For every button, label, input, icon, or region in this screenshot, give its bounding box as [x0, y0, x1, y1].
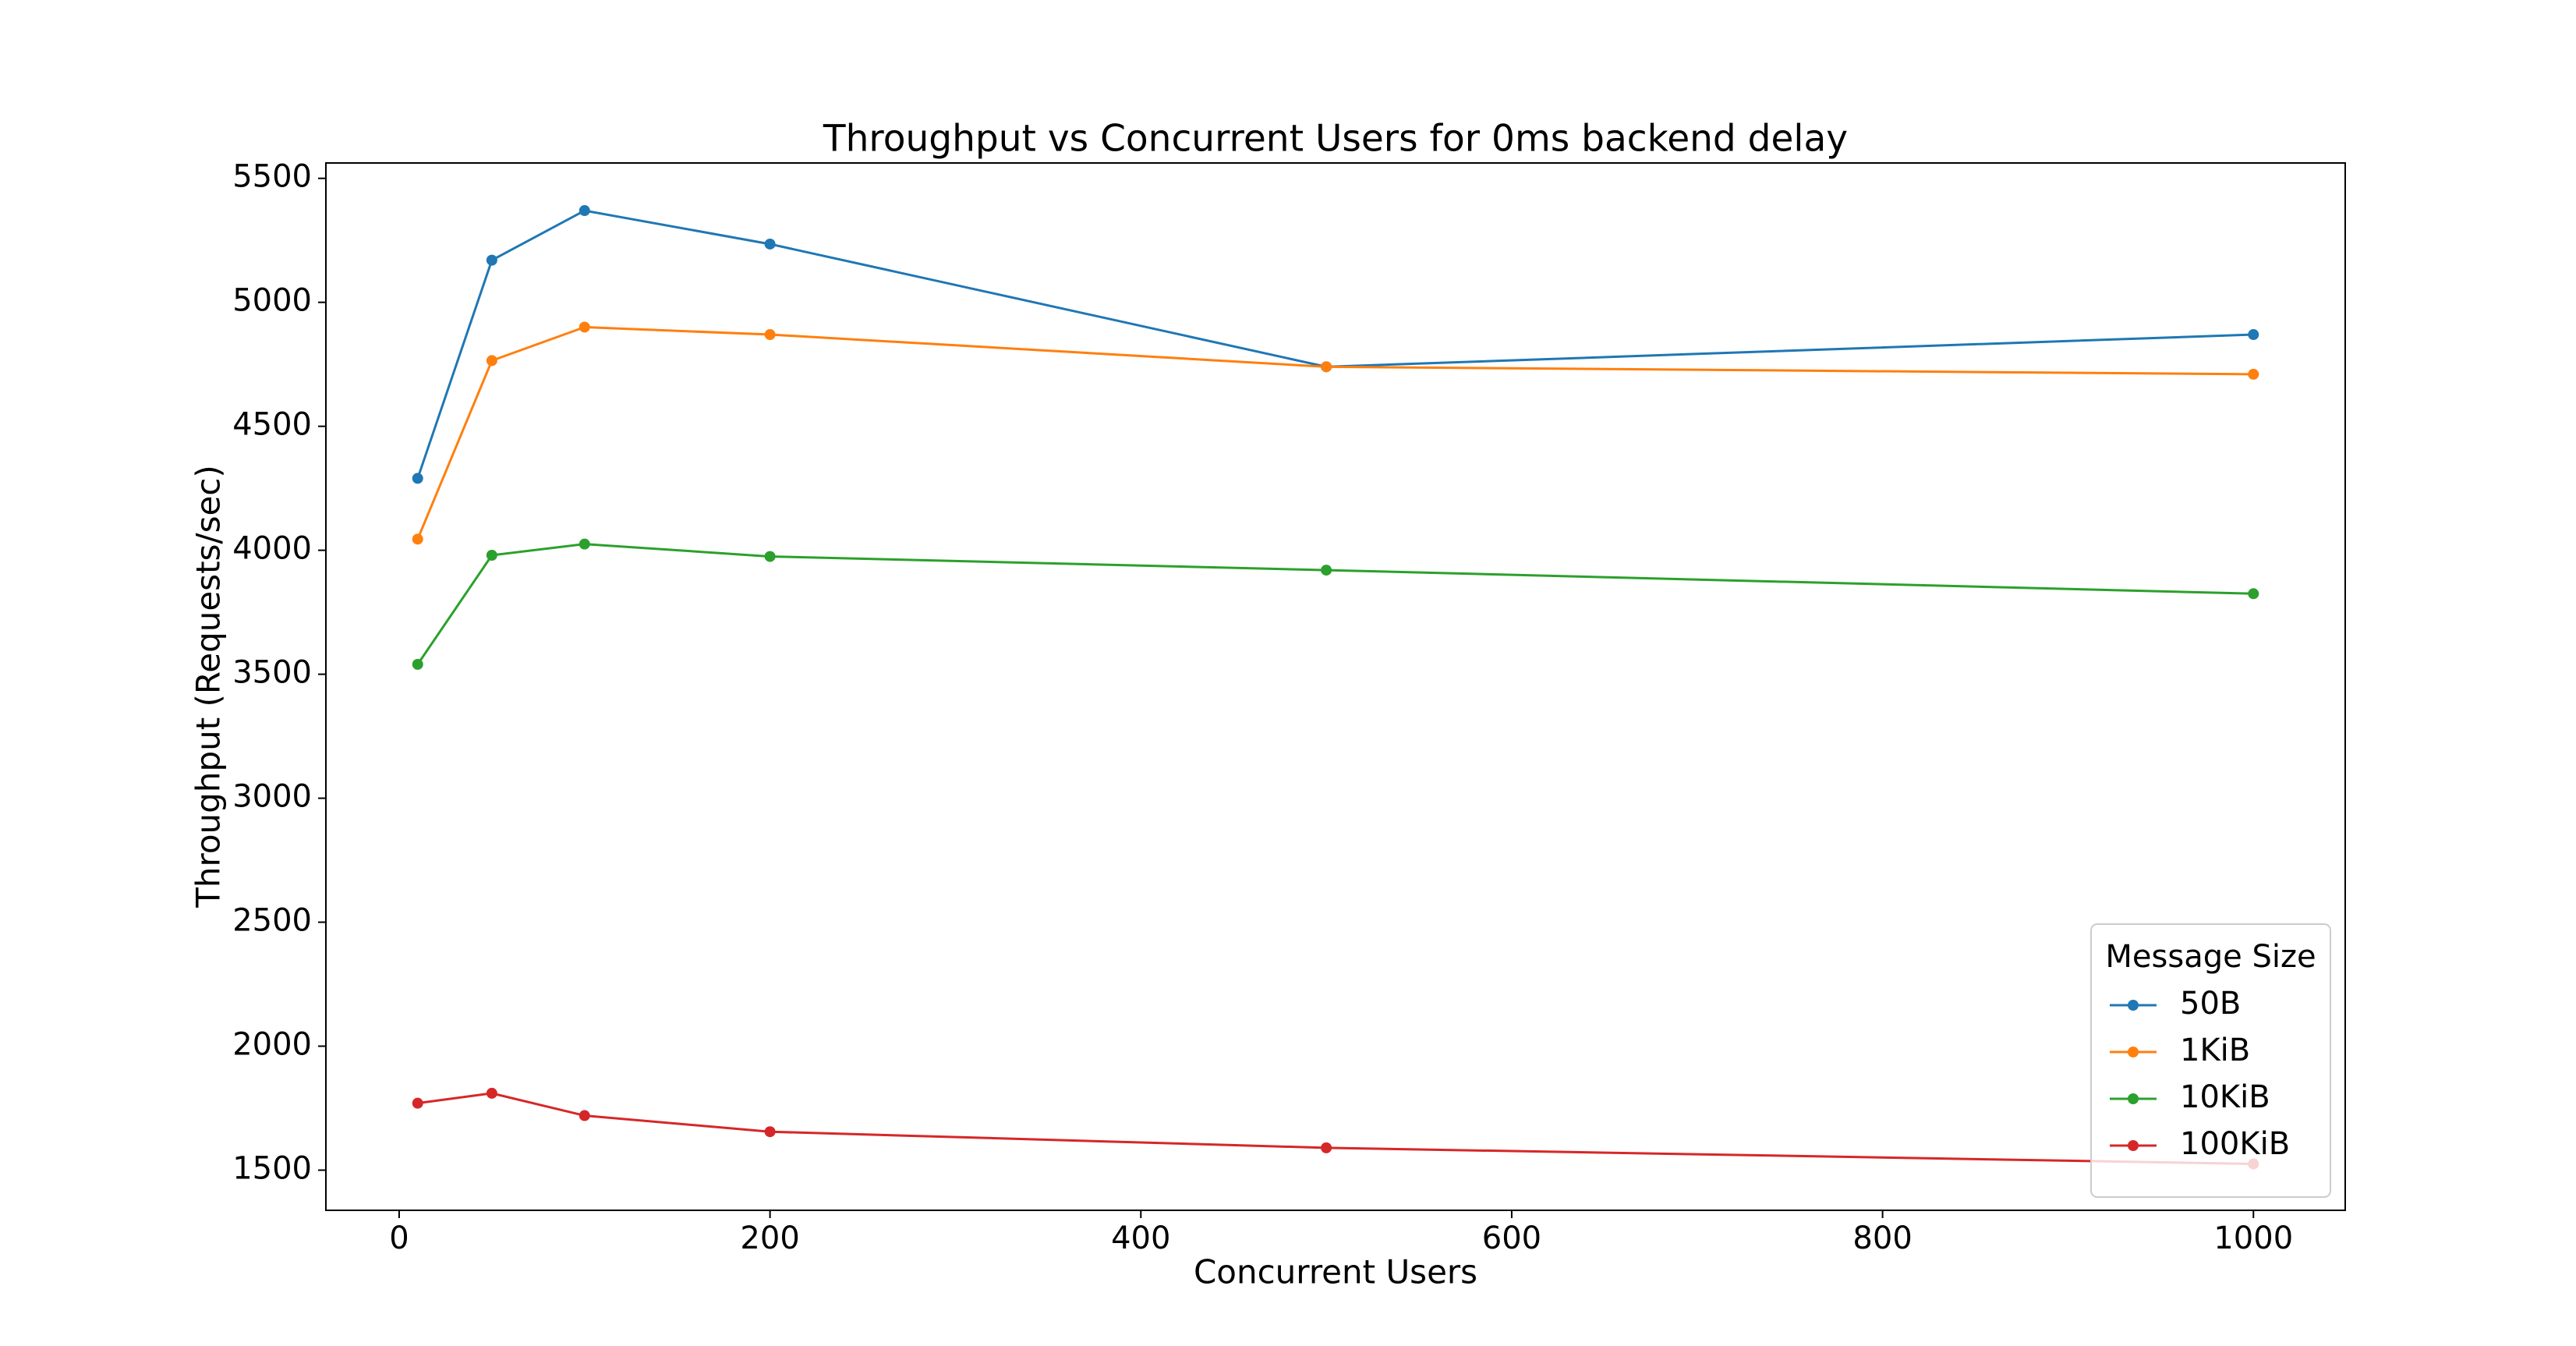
plot-frame [325, 162, 2346, 1211]
x-tick-label: 600 [1482, 1220, 1541, 1256]
y-tick-label: 3500 [232, 655, 312, 691]
data-point [764, 1126, 776, 1138]
series-line [416, 543, 2254, 665]
data-point [2248, 368, 2259, 380]
legend-label: 50B [2180, 986, 2241, 1022]
data-point [412, 533, 423, 545]
x-tick-label: 800 [1852, 1220, 1912, 1256]
data-point [764, 329, 776, 341]
series-line [417, 1092, 2254, 1166]
x-tick-label: 400 [1111, 1220, 1170, 1256]
data-point [486, 1087, 497, 1099]
data-point [486, 549, 497, 561]
data-point [486, 355, 497, 367]
legend-box [2090, 923, 2331, 1198]
legend-marker [2128, 1047, 2139, 1057]
legend: Message Size 50B 1KiB 10KiB 100KiB [2090, 923, 2331, 1198]
y-tick-label: 1500 [232, 1150, 312, 1186]
series-line [416, 325, 2254, 540]
data-point [1321, 565, 1332, 576]
legend-label: 1KiB [2180, 1033, 2250, 1068]
chart-title: Throughput vs Concurrent Users for 0ms b… [823, 118, 1848, 161]
x-tick-label: 0 [389, 1220, 409, 1256]
y-tick-label: 4500 [232, 407, 312, 443]
legend-label: 100KiB [2180, 1126, 2290, 1162]
data-point [2248, 329, 2259, 341]
legend-label: 10KiB [2180, 1079, 2270, 1115]
data-point [579, 321, 590, 333]
legend-marker [2128, 1140, 2139, 1151]
x-tick-label: 1000 [2213, 1220, 2293, 1256]
data-point [764, 551, 776, 562]
y-axis-label: Throughput (Requests/sec) [189, 465, 228, 909]
data-point [764, 238, 776, 250]
x-tick-label: 200 [740, 1220, 799, 1256]
data-point [2248, 588, 2259, 600]
legend-marker [2128, 1093, 2139, 1104]
data-point [579, 538, 590, 550]
y-tick-label: 2500 [232, 903, 312, 939]
data-point [579, 1110, 590, 1121]
series-line [416, 209, 2254, 479]
data-point [486, 254, 497, 266]
data-point [412, 473, 423, 484]
data-point [412, 1097, 423, 1109]
y-tick-label: 5500 [232, 159, 312, 195]
data-point [579, 205, 590, 217]
legend-title: Message Size [2105, 939, 2316, 975]
y-tick-label: 2000 [232, 1027, 312, 1063]
data-point [1321, 361, 1332, 373]
y-tick-label: 3000 [232, 779, 312, 815]
y-tick-label: 5000 [232, 283, 312, 319]
legend-marker [2128, 1000, 2139, 1011]
x-axis-label: Concurrent Users [1194, 1253, 1477, 1291]
y-tick-label: 4000 [232, 531, 312, 567]
data-point [1321, 1142, 1332, 1153]
data-point [412, 658, 423, 670]
